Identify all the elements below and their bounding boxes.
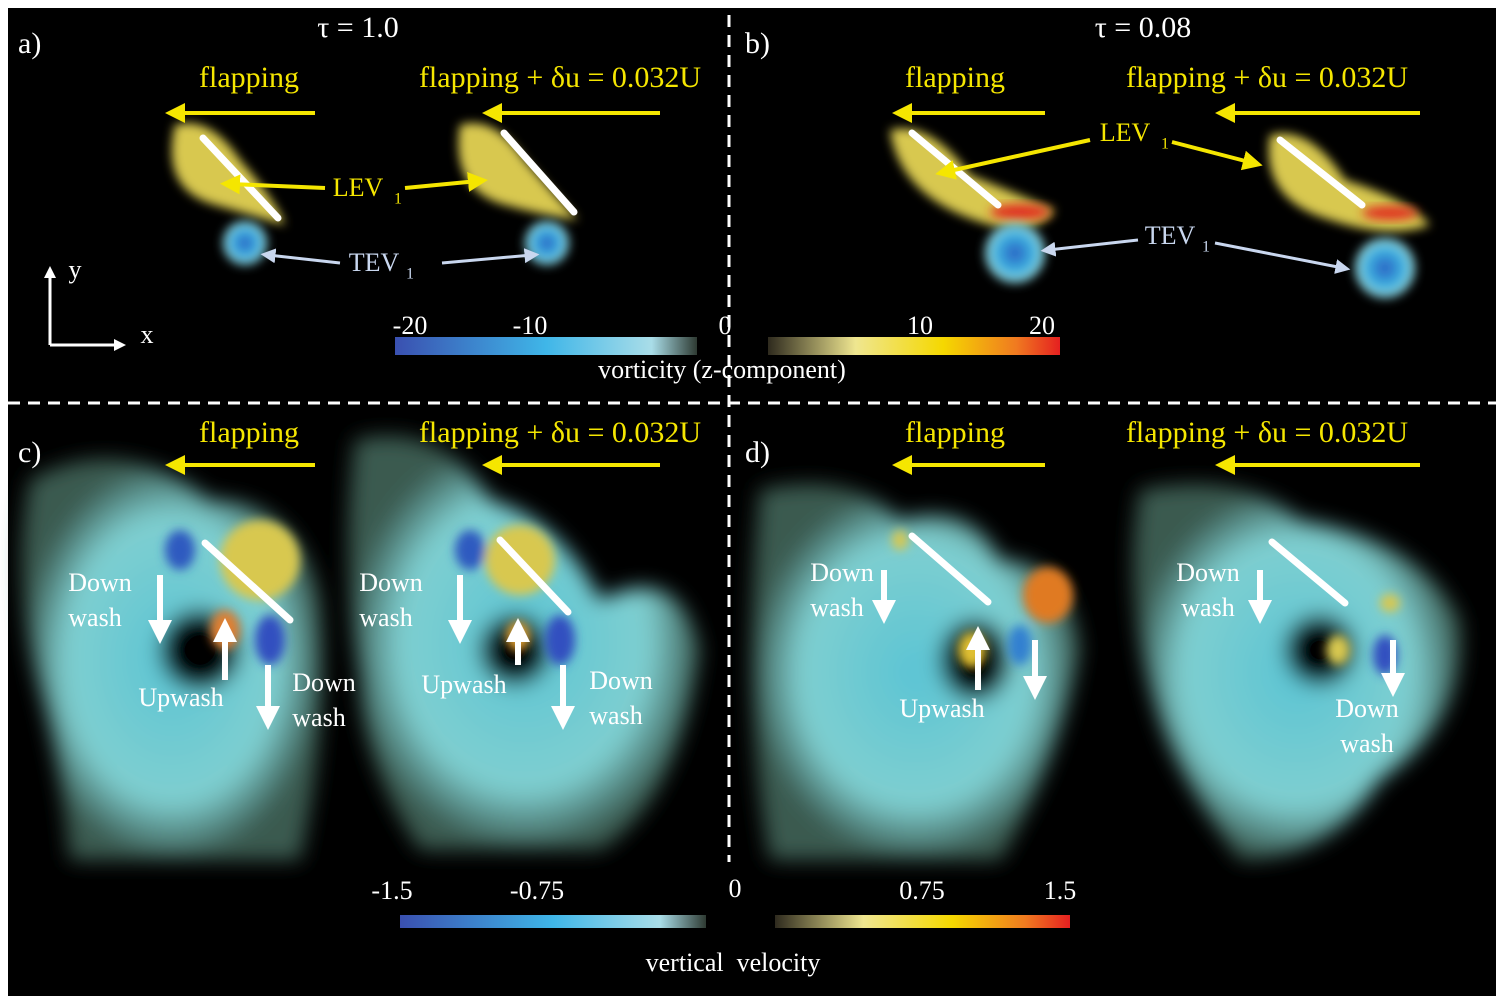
label-flapping-du: flapping + δu = 0.032U xyxy=(419,61,701,94)
wash-label: wash xyxy=(68,603,121,632)
panel-label: d) xyxy=(745,436,770,469)
wash-label: wash xyxy=(810,593,863,622)
colorbar-tick: -20 xyxy=(393,311,428,340)
down-label: Down xyxy=(810,558,874,587)
tev-subscript: 1 xyxy=(1202,239,1210,256)
colorbar-negative xyxy=(395,337,697,355)
label-flapping-du: flapping + δu = 0.032U xyxy=(1126,416,1408,449)
colorbar-positive xyxy=(775,915,1070,928)
down-label: Down xyxy=(359,568,423,597)
colorbar-positive xyxy=(768,337,1060,355)
label-flapping: flapping xyxy=(905,416,1005,449)
colorbar-tick: 1.5 xyxy=(1044,876,1077,905)
upwash-label: Upwash xyxy=(899,694,984,723)
motion-arrows xyxy=(165,103,1420,475)
tev-label: TEV xyxy=(349,248,400,277)
panel-label: b) xyxy=(745,27,770,60)
label-flapping-du: flapping + δu = 0.032U xyxy=(1126,61,1408,94)
wash-label: wash xyxy=(1340,729,1393,758)
tau: τ = 1.0 xyxy=(317,11,398,44)
down-label: Down xyxy=(68,568,132,597)
colorbar-label: vertical velocity xyxy=(646,948,821,977)
axis-label: y xyxy=(69,255,82,284)
colorbar-tick: 20 xyxy=(1029,311,1055,340)
velocity-fields xyxy=(22,436,1461,860)
axis-label: x xyxy=(141,320,154,349)
colorbar-tick: -0.75 xyxy=(510,876,564,905)
wash-label: wash xyxy=(589,701,642,730)
texts: a) b) c) d) τ = 1.0 τ = 0.08 flapping fl… xyxy=(18,11,1408,977)
colorbar-tick: 0 xyxy=(729,874,742,903)
vorticity-fields xyxy=(171,123,1430,298)
colorbar-label: vorticity (z-component) xyxy=(598,355,846,384)
tev-subscript: 1 xyxy=(406,266,414,283)
colorbar-tick: -10 xyxy=(513,311,548,340)
colorbar-tick: -1.5 xyxy=(371,876,412,905)
down-label: Down xyxy=(1176,558,1240,587)
lev-label: LEV xyxy=(333,173,384,202)
wash-label: wash xyxy=(359,603,412,632)
wash-label: wash xyxy=(1181,593,1234,622)
down-label: Down xyxy=(1335,694,1399,723)
label-flapping: flapping xyxy=(199,416,299,449)
axis-arrows xyxy=(44,266,126,351)
label-flapping: flapping xyxy=(199,61,299,94)
colorbar-tick: 10 xyxy=(907,311,933,340)
flow-arrows xyxy=(148,570,1405,730)
plates xyxy=(201,532,1349,624)
tev-arrows xyxy=(260,238,1351,274)
upwash-label: Upwash xyxy=(138,683,223,712)
down-label: Down xyxy=(589,666,653,695)
wash-label: wash xyxy=(292,703,345,732)
lev-subscript: 1 xyxy=(1161,136,1169,153)
tau: τ = 0.08 xyxy=(1095,11,1191,44)
colorbar-negative xyxy=(400,915,706,928)
panel-label: a) xyxy=(18,27,41,60)
colorbar-tick: 0.75 xyxy=(899,876,945,905)
down-label: Down xyxy=(292,668,356,697)
label-flapping-du: flapping + δu = 0.032U xyxy=(419,416,701,449)
lev-subscript: 1 xyxy=(394,191,402,208)
tev-label: TEV xyxy=(1145,221,1196,250)
upwash-label: Upwash xyxy=(421,670,506,699)
lev-label: LEV xyxy=(1100,118,1151,147)
label-flapping: flapping xyxy=(905,61,1005,94)
colorbar-tick: 0 xyxy=(719,311,732,340)
panel-label: c) xyxy=(18,436,41,469)
